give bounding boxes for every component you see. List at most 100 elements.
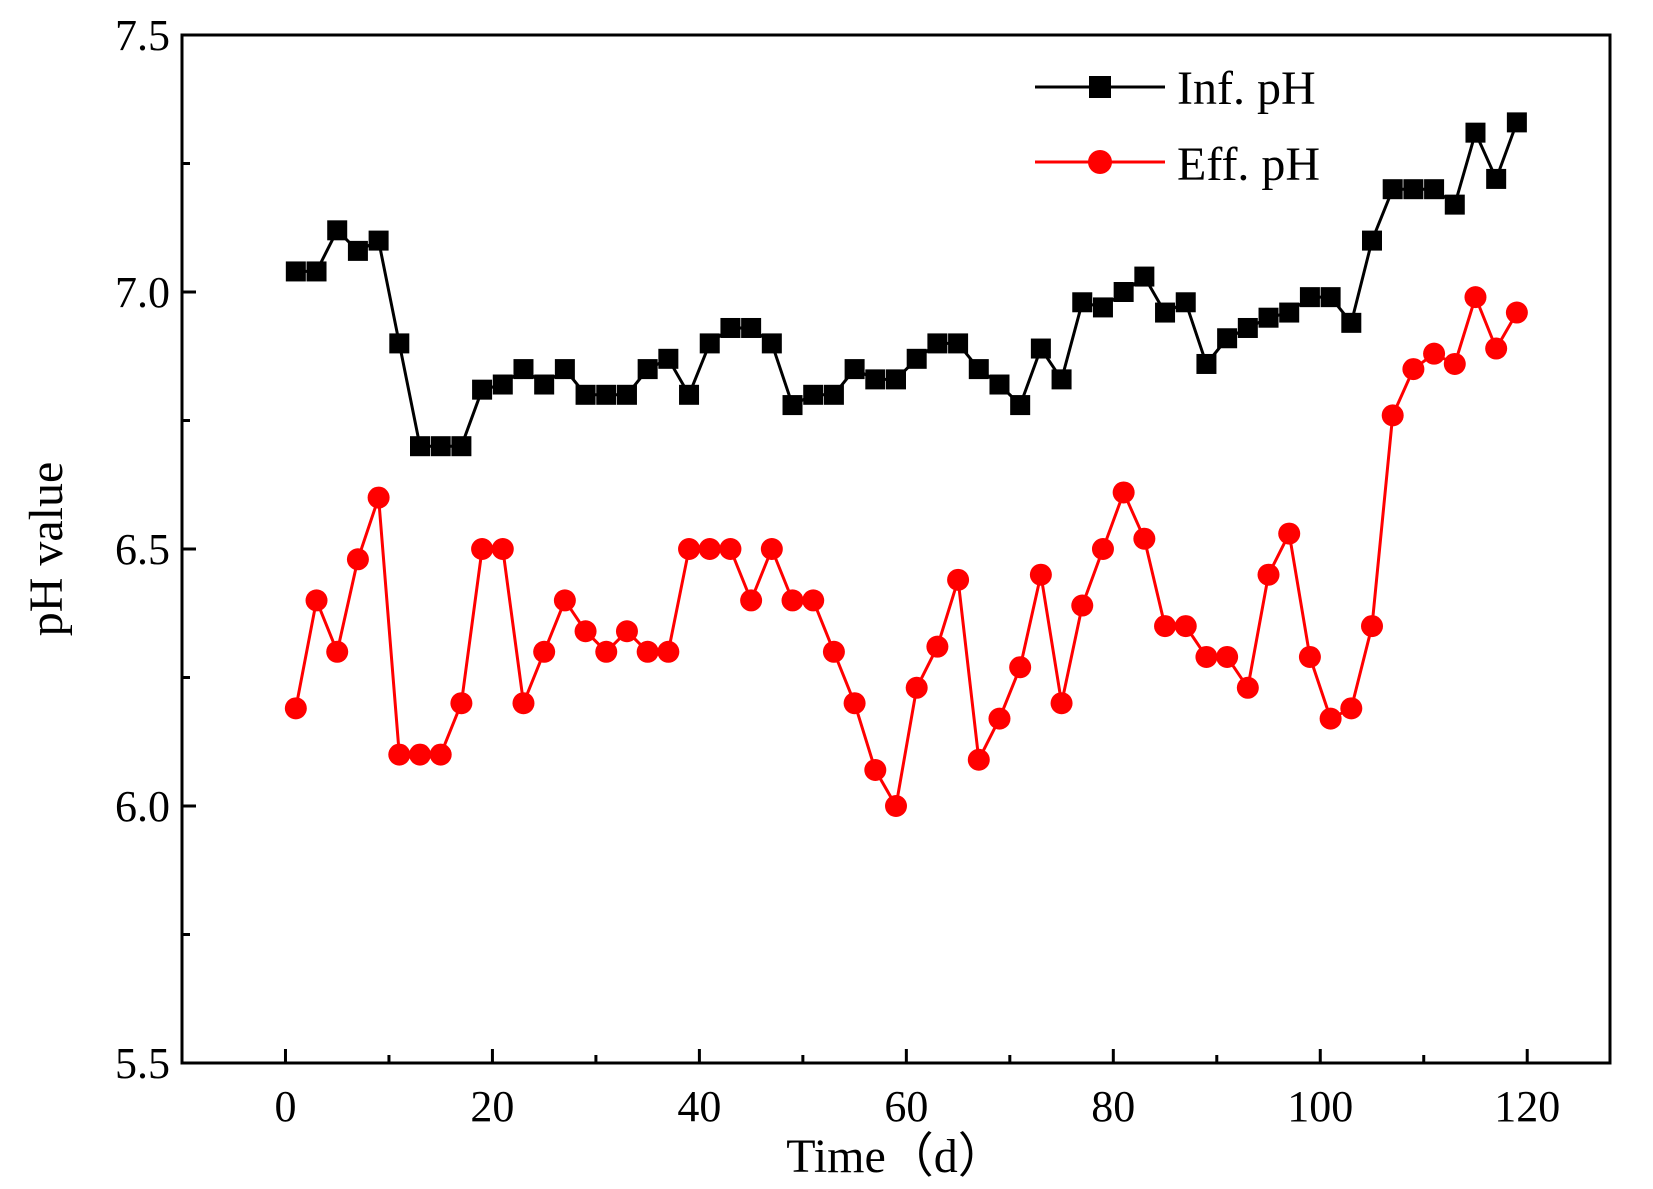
data-point-eff-ph [1133, 527, 1156, 550]
data-point-eff-ph [1091, 538, 1114, 560]
y-tick-label: 6.0 [115, 782, 170, 831]
data-point-inf-ph [306, 261, 327, 282]
data-point-inf-ph [430, 436, 451, 457]
x-tick-label: 100 [1287, 1082, 1353, 1131]
data-point-inf-ph [368, 230, 389, 251]
data-point-eff-ph [305, 589, 328, 612]
data-point-inf-ph [637, 359, 658, 380]
data-point-eff-ph [1402, 358, 1425, 381]
data-point-eff-ph [491, 538, 514, 560]
data-point-inf-ph [1486, 168, 1507, 189]
data-point-inf-ph [948, 333, 969, 354]
data-point-eff-ph [450, 692, 473, 715]
x-tick-label: 80 [1091, 1082, 1135, 1131]
data-point-eff-ph [926, 635, 949, 658]
data-point-inf-ph [1465, 122, 1486, 143]
data-point-eff-ph [988, 707, 1011, 730]
data-point-inf-ph [1320, 287, 1341, 308]
data-point-inf-ph [1444, 194, 1465, 215]
data-point-inf-ph [803, 384, 824, 405]
data-point-eff-ph [1009, 656, 1032, 679]
data-point-inf-ph [1010, 395, 1031, 416]
data-point-inf-ph [1506, 112, 1527, 133]
data-point-inf-ph [575, 384, 596, 405]
data-point-eff-ph [1029, 563, 1052, 586]
data-point-eff-ph [864, 759, 887, 782]
data-point-eff-ph [885, 795, 907, 817]
data-point-inf-ph [1092, 297, 1113, 318]
x-tick-label: 0 [274, 1082, 296, 1131]
legend-item-eff-ph: Eff. pH [1035, 138, 1320, 191]
data-point-inf-ph [1072, 292, 1093, 313]
data-point-inf-ph [679, 384, 700, 405]
data-point-eff-ph [574, 620, 597, 643]
data-point-eff-ph [678, 538, 701, 560]
data-point-eff-ph [760, 538, 783, 560]
data-point-eff-ph [719, 538, 742, 560]
data-point-eff-ph [512, 692, 535, 715]
data-point-eff-ph [1464, 286, 1487, 309]
data-point-inf-ph [658, 348, 679, 369]
y-axis-title: pH value [20, 462, 73, 637]
data-point-inf-ph [761, 333, 782, 354]
data-point-eff-ph [1216, 645, 1239, 668]
data-point-eff-ph [1505, 301, 1528, 324]
data-point-eff-ph [595, 640, 618, 663]
data-point-eff-ph [1071, 594, 1094, 617]
y-tick-label: 7.5 [115, 11, 170, 60]
y-axis: 5.5 6.0 6.5 7.0 7.5 [115, 11, 196, 1088]
data-point-eff-ph [1112, 481, 1135, 504]
data-point-eff-ph [967, 748, 990, 771]
data-point-inf-ph [1299, 287, 1320, 308]
data-point-inf-ph [782, 395, 803, 416]
legend-marker-inf-ph [1089, 76, 1111, 98]
data-point-inf-ph [1258, 307, 1279, 328]
data-point-eff-ph [698, 538, 721, 560]
data-point-inf-ph [616, 384, 637, 405]
x-tick-label: 20 [470, 1082, 514, 1131]
y-tick-label: 6.5 [115, 525, 170, 574]
data-point-eff-ph [636, 640, 659, 663]
data-point-inf-ph [1134, 266, 1155, 287]
data-point-eff-ph [1423, 342, 1446, 365]
data-point-inf-ph [1279, 302, 1300, 323]
data-point-inf-ph [968, 359, 989, 380]
data-point-inf-ph [472, 379, 493, 400]
data-point-eff-ph [905, 676, 928, 699]
data-point-inf-ph [699, 333, 720, 354]
data-point-inf-ph [1217, 328, 1238, 349]
data-point-eff-ph [1319, 707, 1342, 730]
legend-item-inf-ph: Inf. pH [1035, 62, 1316, 115]
data-point-eff-ph [284, 697, 307, 720]
data-point-inf-ph [989, 374, 1010, 395]
data-point-eff-ph [1381, 404, 1404, 427]
data-point-inf-ph [1155, 302, 1176, 323]
data-point-inf-ph [1051, 369, 1072, 390]
x-tick-label: 120 [1494, 1082, 1560, 1131]
data-point-inf-ph [554, 359, 575, 380]
data-point-inf-ph [741, 317, 762, 338]
series-layer [284, 112, 1528, 817]
data-point-eff-ph [1195, 645, 1218, 668]
data-point-eff-ph [1340, 697, 1363, 720]
data-point-inf-ph [596, 384, 617, 405]
data-point-eff-ph [326, 640, 349, 663]
data-point-inf-ph [720, 317, 741, 338]
data-point-inf-ph [1341, 312, 1362, 333]
data-point-eff-ph [615, 620, 638, 643]
data-point-inf-ph [451, 436, 472, 457]
data-point-inf-ph [1424, 179, 1445, 200]
data-point-eff-ph [1174, 615, 1197, 638]
data-point-inf-ph [844, 359, 865, 380]
data-point-inf-ph [347, 240, 368, 261]
legend-label-inf-ph: Inf. pH [1177, 62, 1316, 115]
data-point-inf-ph [327, 220, 348, 241]
legend-label-eff-ph: Eff. pH [1177, 138, 1320, 191]
data-point-inf-ph [513, 359, 534, 380]
data-point-eff-ph [429, 743, 452, 766]
data-point-eff-ph [947, 568, 970, 591]
data-point-eff-ph [1257, 563, 1280, 586]
data-point-inf-ph [285, 261, 306, 282]
data-point-eff-ph [740, 589, 763, 612]
data-point-eff-ph [471, 538, 494, 560]
